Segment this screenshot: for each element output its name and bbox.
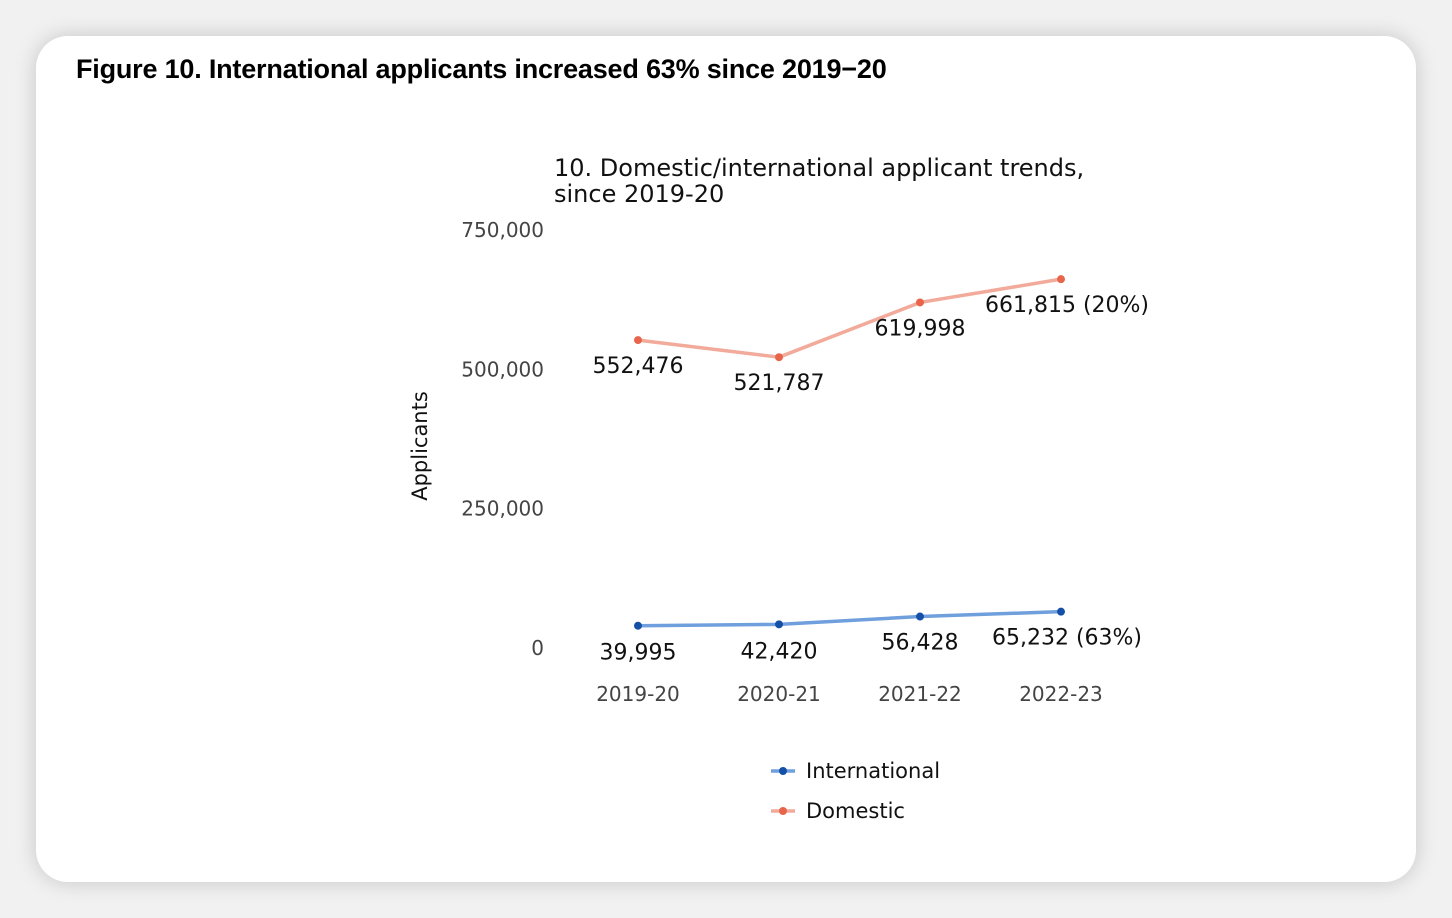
- legend-marker-swatch: [779, 767, 787, 775]
- y-tick-label: 500,000: [461, 357, 544, 381]
- x-tick-label: 2020-21: [737, 682, 821, 706]
- series-domestic: 552,476 521,787 619,998 661,815 (20%): [593, 275, 1149, 396]
- y-tick-label: 250,000: [461, 497, 544, 521]
- legend-label: International: [806, 759, 940, 783]
- data-point: [775, 620, 783, 629]
- series-line: [636, 277, 1063, 359]
- x-tick-label: 2022-23: [1019, 682, 1103, 706]
- data-label: 65,232 (63%): [992, 626, 1142, 651]
- legend-marker-swatch: [779, 807, 787, 815]
- legend-item-international: International: [771, 759, 940, 783]
- data-label: 521,787: [734, 371, 825, 396]
- data-point: [775, 353, 783, 362]
- chart-title-line-2: since 2019-20: [554, 180, 724, 208]
- data-point: [1057, 607, 1065, 616]
- figure-card: Figure 10. International applicants incr…: [36, 36, 1416, 882]
- data-label: 56,428: [882, 631, 959, 656]
- x-axis-ticks: 2019-20 2020-21 2021-22 2022-23: [596, 682, 1103, 706]
- legend-label: Domestic: [806, 799, 905, 823]
- y-axis-ticks: 0 250,000 500,000 750,000: [461, 218, 544, 660]
- data-point: [916, 612, 924, 621]
- y-tick-label: 0: [531, 636, 544, 660]
- x-tick-label: 2021-22: [878, 682, 962, 706]
- x-tick-label: 2019-20: [596, 682, 680, 706]
- y-tick-label: 750,000: [461, 218, 544, 242]
- data-point: [634, 336, 642, 345]
- legend-item-domestic: Domestic: [771, 799, 905, 823]
- series-international: 39,995 42,420 56,428 65,232 (63%): [600, 607, 1142, 666]
- figure-title: Figure 10. International applicants incr…: [76, 54, 887, 84]
- series-line: [636, 609, 1063, 628]
- data-label: 619,998: [875, 316, 966, 341]
- data-point: [634, 621, 642, 630]
- data-label: 39,995: [600, 641, 677, 666]
- chart-title-line-1: 10. Domestic/international applicant tre…: [554, 154, 1084, 182]
- data-label: 552,476: [593, 354, 684, 379]
- data-label: 42,420: [741, 639, 818, 664]
- series-layer: 39,995 42,420 56,428 65,232 (63%) 552,476 521…: [593, 275, 1149, 666]
- data-point: [916, 298, 924, 307]
- y-axis-label: Applicants: [408, 391, 432, 501]
- data-point: [1057, 275, 1065, 284]
- legend: International Domestic: [771, 759, 940, 823]
- data-label: 661,815 (20%): [985, 293, 1149, 318]
